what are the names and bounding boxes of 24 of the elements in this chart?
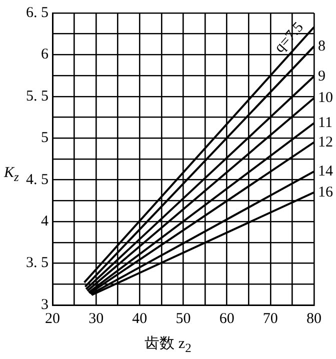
y-tick-label: 6 — [41, 46, 49, 63]
y-tick-label: 5 — [41, 130, 48, 146]
x-tick-label: 40 — [132, 310, 148, 327]
x-tick-label: 80 — [306, 310, 322, 327]
x-tick-label: 20 — [45, 310, 60, 327]
y-tick-label: 5. 5 — [26, 88, 48, 104]
y-axis-title: K$_{z}$ — [4, 165, 19, 185]
series-label: 14 — [318, 163, 334, 180]
y-tick-label: 3 — [41, 296, 48, 313]
series-label: 9 — [318, 68, 326, 84]
x-tick-label: 30 — [88, 310, 104, 327]
series-label: 10 — [318, 90, 333, 106]
series-label: 12 — [318, 134, 333, 150]
series-label: 8 — [318, 38, 326, 54]
series-label: 11 — [318, 115, 332, 132]
x-tick-label: 70 — [262, 310, 278, 327]
y-tick-label: 6. 5 — [26, 4, 48, 21]
y-tick-label: 3. 5 — [26, 255, 48, 272]
x-axis-title: 齿数 z$_{2}$ — [144, 334, 192, 356]
y-tick-label: 4. 5 — [26, 172, 48, 188]
y-tick-label: 4 — [41, 214, 49, 230]
x-tick-label: 50 — [176, 310, 191, 327]
x-tick-label: 60 — [219, 310, 234, 327]
series-label: 16 — [318, 184, 334, 200]
